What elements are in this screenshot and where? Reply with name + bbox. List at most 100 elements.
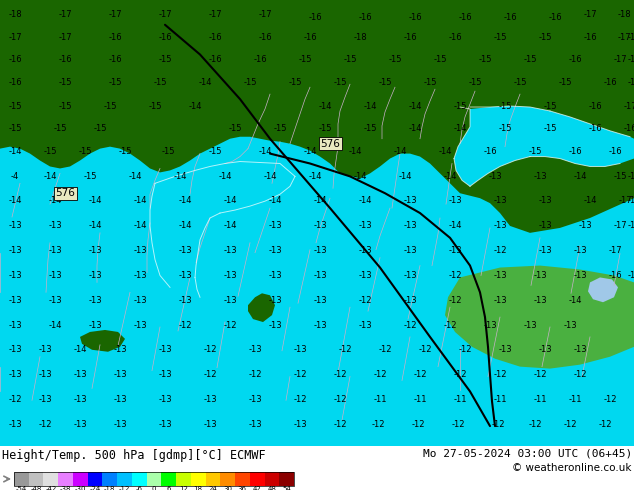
Text: -13: -13 [268,320,281,329]
Text: -54: -54 [16,487,27,490]
Bar [176,472,191,486]
Text: -13: -13 [158,395,172,404]
Text: -15: -15 [103,101,117,111]
Text: -13: -13 [533,271,547,280]
Text: -12: -12 [451,419,465,429]
Bar [14,472,29,486]
Text: -14: -14 [443,172,456,181]
Text: -13: -13 [268,246,281,255]
Text: -14: -14 [303,147,317,156]
Text: -13: -13 [178,246,192,255]
Text: -17: -17 [608,246,622,255]
Text: -13: -13 [313,296,327,305]
Text: -16: -16 [108,33,122,42]
Text: -13: -13 [48,296,61,305]
Text: -18: -18 [617,10,631,20]
Text: -12: -12 [119,487,130,490]
Text: -16: -16 [258,33,272,42]
Text: -16: -16 [627,172,634,181]
Text: -13: -13 [88,271,102,280]
Text: -13: -13 [88,246,102,255]
Text: 42: 42 [253,487,262,490]
Text: -15: -15 [298,55,312,64]
Text: 30: 30 [223,487,232,490]
Bar [205,472,221,486]
Text: -14: -14 [88,221,101,230]
Text: -16: -16 [503,13,517,23]
Text: -15: -15 [333,78,347,87]
Text: 54: 54 [282,487,291,490]
Text: -16: -16 [358,13,372,23]
Text: -13: -13 [403,196,417,205]
Text: -12: -12 [598,419,612,429]
Text: -15: -15 [228,124,242,133]
Text: -17: -17 [627,78,634,87]
Bar [14,472,294,486]
Text: -13: -13 [8,221,22,230]
Text: -14: -14 [408,124,422,133]
Bar [29,472,44,486]
Text: -11: -11 [493,395,507,404]
Text: -16: -16 [403,33,417,42]
Text: -13: -13 [203,395,217,404]
Text: -16: -16 [583,33,597,42]
Text: -12: -12 [458,345,472,354]
Text: -15: -15 [528,147,541,156]
Polygon shape [248,294,275,322]
Text: -13: -13 [493,296,507,305]
Text: -15: -15 [453,101,467,111]
Text: -14: -14 [318,101,332,111]
Text: -12: -12 [533,370,547,379]
Text: 24: 24 [209,487,217,490]
Text: -14: -14 [223,196,236,205]
Text: -12: -12 [372,419,385,429]
Text: -14: -14 [448,221,462,230]
Bar [73,472,87,486]
Text: -12: -12 [448,271,462,280]
Bar [279,472,294,486]
Text: -12: -12 [373,370,387,379]
Text: -13: -13 [538,196,552,205]
Text: -13: -13 [8,271,22,280]
Text: -13: -13 [538,221,552,230]
Text: -13: -13 [493,196,507,205]
Text: -17: -17 [623,101,634,111]
Text: -15: -15 [514,78,527,87]
Polygon shape [150,161,295,297]
Text: -15: -15 [83,172,97,181]
Text: -17: -17 [617,33,631,42]
Text: -13: -13 [488,172,502,181]
Text: -15: -15 [161,147,175,156]
Text: -15: -15 [538,33,552,42]
Text: -15: -15 [613,172,627,181]
Bar [146,472,162,486]
Text: -16: -16 [208,33,222,42]
Text: -16: -16 [408,13,422,23]
Text: -15: -15 [243,78,257,87]
Text: -16: -16 [448,33,462,42]
Text: -16: -16 [627,271,634,280]
Text: -16: -16 [588,124,602,133]
Text: -15: -15 [43,147,57,156]
Text: -13: -13 [498,345,512,354]
Text: -13: -13 [403,246,417,255]
Text: -13: -13 [73,370,87,379]
Text: -18: -18 [627,33,634,42]
Text: -13: -13 [48,271,61,280]
Text: -15: -15 [433,55,447,64]
Text: -13: -13 [38,345,52,354]
Text: -17: -17 [258,10,272,20]
Text: -17: -17 [58,10,72,20]
Text: -13: -13 [493,271,507,280]
Text: -15: -15 [543,124,557,133]
Text: -13: -13 [38,370,52,379]
Text: -18: -18 [104,487,115,490]
Text: -13: -13 [73,395,87,404]
Text: -13: -13 [178,271,192,280]
Text: -15: -15 [493,33,507,42]
Text: -14: -14 [8,147,22,156]
Text: -14: -14 [353,172,366,181]
Polygon shape [80,330,125,352]
Text: -12: -12 [413,370,427,379]
Text: -13: -13 [248,419,262,429]
